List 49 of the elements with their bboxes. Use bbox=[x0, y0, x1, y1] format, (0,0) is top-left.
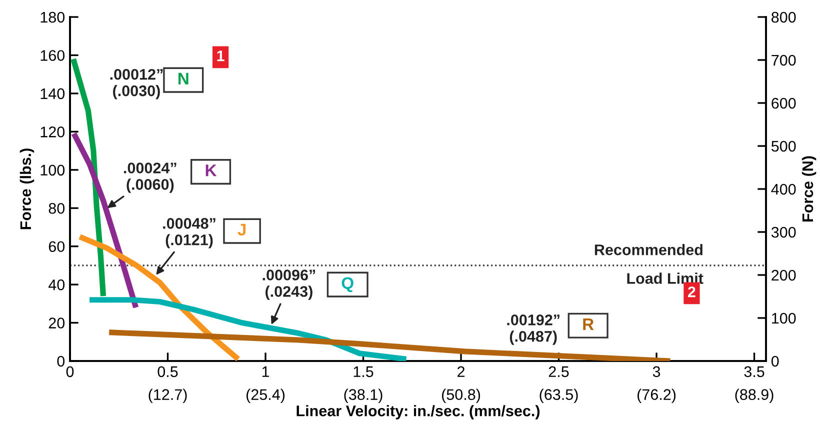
annotation: .00096” (.0243) bbox=[262, 270, 316, 300]
y2-tick-label: 700 bbox=[772, 54, 796, 66]
x-tick-label: 2 bbox=[458, 366, 464, 377]
y-tick-label: 160 bbox=[40, 50, 65, 61]
annotation: .00048” (.0121) bbox=[163, 218, 216, 248]
x2-tick-label: (50.8) bbox=[442, 388, 480, 404]
y2-axis-title: Force (N) bbox=[802, 156, 816, 222]
text: Q bbox=[342, 277, 354, 292]
y-tick-label: 100 bbox=[40, 164, 65, 176]
series-label: R bbox=[583, 318, 594, 330]
y2-tick-label: 0 bbox=[771, 356, 779, 367]
y-tick-label: 20 bbox=[48, 318, 65, 328]
annotation: 1 bbox=[217, 50, 224, 62]
text: K bbox=[206, 164, 217, 176]
x-tick-label: 1.5 bbox=[354, 366, 374, 378]
y-tick-label: 60 bbox=[48, 241, 65, 252]
text: N bbox=[178, 72, 188, 84]
y-axis-title: Force (lbs.) bbox=[20, 148, 34, 230]
y2-tick-label: 200 bbox=[772, 270, 796, 281]
annotation: .00024” (.0060) bbox=[124, 162, 176, 193]
annotation: .00012” (.0030) bbox=[110, 68, 163, 100]
y-tick-label: 140 bbox=[40, 88, 65, 100]
y2-tick-label: 300 bbox=[771, 226, 796, 238]
x-tick-label: 0.5 bbox=[158, 366, 178, 378]
x-tick-label: 0 bbox=[66, 366, 74, 378]
x2-tick-label: (25.4) bbox=[246, 388, 285, 404]
y2-tick-label: 500 bbox=[771, 140, 796, 152]
x2-tick-label: (38.1) bbox=[344, 388, 382, 404]
y-tick-label: 120 bbox=[40, 126, 65, 138]
x-tick-label: 1 bbox=[262, 366, 270, 377]
y-tick-label: 80 bbox=[48, 202, 65, 214]
y2-tick-label: 800 bbox=[772, 12, 796, 23]
y-tick-label: 180 bbox=[40, 12, 65, 23]
x-tick-label: 3.5 bbox=[744, 366, 764, 378]
x-tick-label: 2.5 bbox=[548, 366, 569, 378]
y2-tick-label: 400 bbox=[771, 184, 796, 195]
x-tick-label: 3 bbox=[652, 366, 660, 378]
x2-tick-label: (12.7) bbox=[148, 388, 187, 404]
annotation: 2 bbox=[688, 286, 696, 298]
text: J bbox=[238, 224, 246, 236]
y2-tick-label: 100 bbox=[772, 312, 796, 324]
y2-tick-label: 600 bbox=[772, 98, 796, 109]
x2-tick-label: (88.9) bbox=[735, 388, 774, 404]
x2-tick-label: (63.5) bbox=[540, 388, 578, 404]
y-tick-label: 0 bbox=[57, 356, 65, 367]
y-tick-label: 40 bbox=[48, 279, 65, 290]
x-axis-title: Linear Velocity: in./sec. (mm/sec.) bbox=[296, 405, 540, 420]
x2-tick-label: (76.2) bbox=[638, 388, 676, 404]
annotation: .00192” (.0487) bbox=[507, 314, 560, 345]
